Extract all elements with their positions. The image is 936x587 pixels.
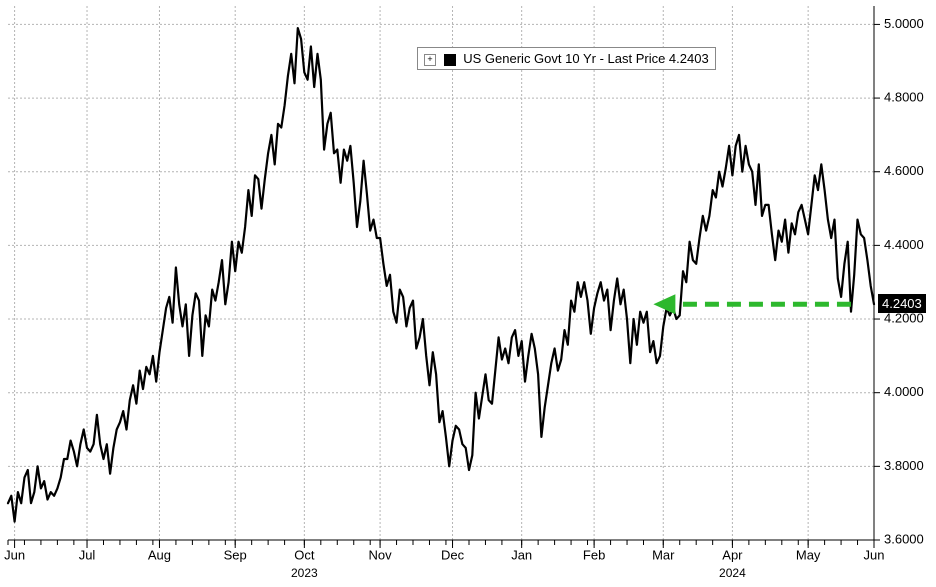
y-tick-label: 4.6000 (884, 163, 924, 178)
x-tick-label: Jun (864, 548, 885, 563)
chart-svg: 3.60003.80004.00004.20004.40004.60004.80… (0, 0, 936, 587)
x-tick-label: Jul (79, 548, 96, 563)
x-tick-label: Feb (583, 548, 605, 563)
x-tick-label: May (796, 548, 821, 563)
y-tick-label: 5.0000 (884, 16, 924, 31)
legend-swatch (444, 54, 456, 66)
x-tick-label: Aug (148, 548, 171, 563)
y-tick-label: 3.6000 (884, 531, 924, 546)
y-tick-label: 3.8000 (884, 458, 924, 473)
x-sub-label: 2024 (719, 566, 746, 580)
legend-expand-icon[interactable]: + (424, 54, 436, 66)
y-tick-label: 4.8000 (884, 90, 924, 105)
x-tick-label: Mar (652, 548, 675, 563)
x-tick-label: Sep (224, 548, 247, 563)
y-tick-label: 4.4000 (884, 237, 924, 252)
y-tick-label: 4.0000 (884, 384, 924, 399)
x-tick-label: Dec (441, 548, 465, 563)
legend-text: US Generic Govt 10 Yr - Last Price 4.240… (463, 51, 708, 66)
x-tick-label: Jan (511, 548, 532, 563)
x-sub-label: 2023 (291, 566, 318, 580)
x-tick-label: Apr (722, 548, 743, 563)
last-price-label: 4.2403 (878, 294, 926, 313)
chart-container: 3.60003.80004.00004.20004.40004.60004.80… (0, 0, 936, 587)
x-tick-label: Nov (369, 548, 393, 563)
x-tick-label: Oct (294, 548, 315, 563)
chart-legend[interactable]: + US Generic Govt 10 Yr - Last Price 4.2… (417, 47, 716, 70)
x-tick-label: Jun (4, 548, 25, 563)
